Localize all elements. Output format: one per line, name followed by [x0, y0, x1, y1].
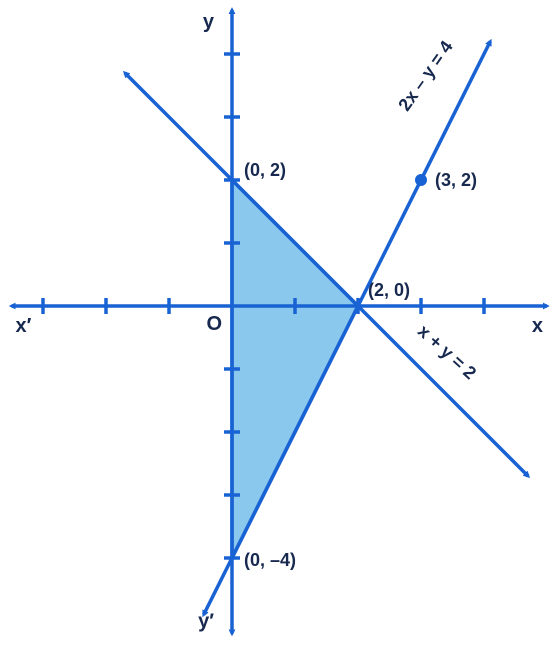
point-label-p02: (0, 2) [244, 160, 286, 180]
graph-line-line2 [125, 73, 528, 476]
origin-label: O [206, 313, 222, 335]
x-axis-label: x [532, 315, 543, 337]
point-p32 [415, 174, 427, 186]
line-label-line1: 2x – y = 4 [394, 37, 457, 114]
x-neg-axis-label: x′ [16, 315, 32, 337]
coordinate-graph: yy′xx′O2x – y = 4x + y = 2(0, 2)(2, 0)(0… [0, 0, 558, 645]
y-axis-label: y [203, 11, 215, 33]
point-label-p0m4: (0, –4) [244, 550, 296, 570]
point-label-p20: (2, 0) [368, 280, 410, 300]
shaded-region [232, 180, 358, 558]
y-neg-axis-label: y′ [198, 611, 214, 633]
point-label-p32: (3, 2) [435, 170, 477, 190]
